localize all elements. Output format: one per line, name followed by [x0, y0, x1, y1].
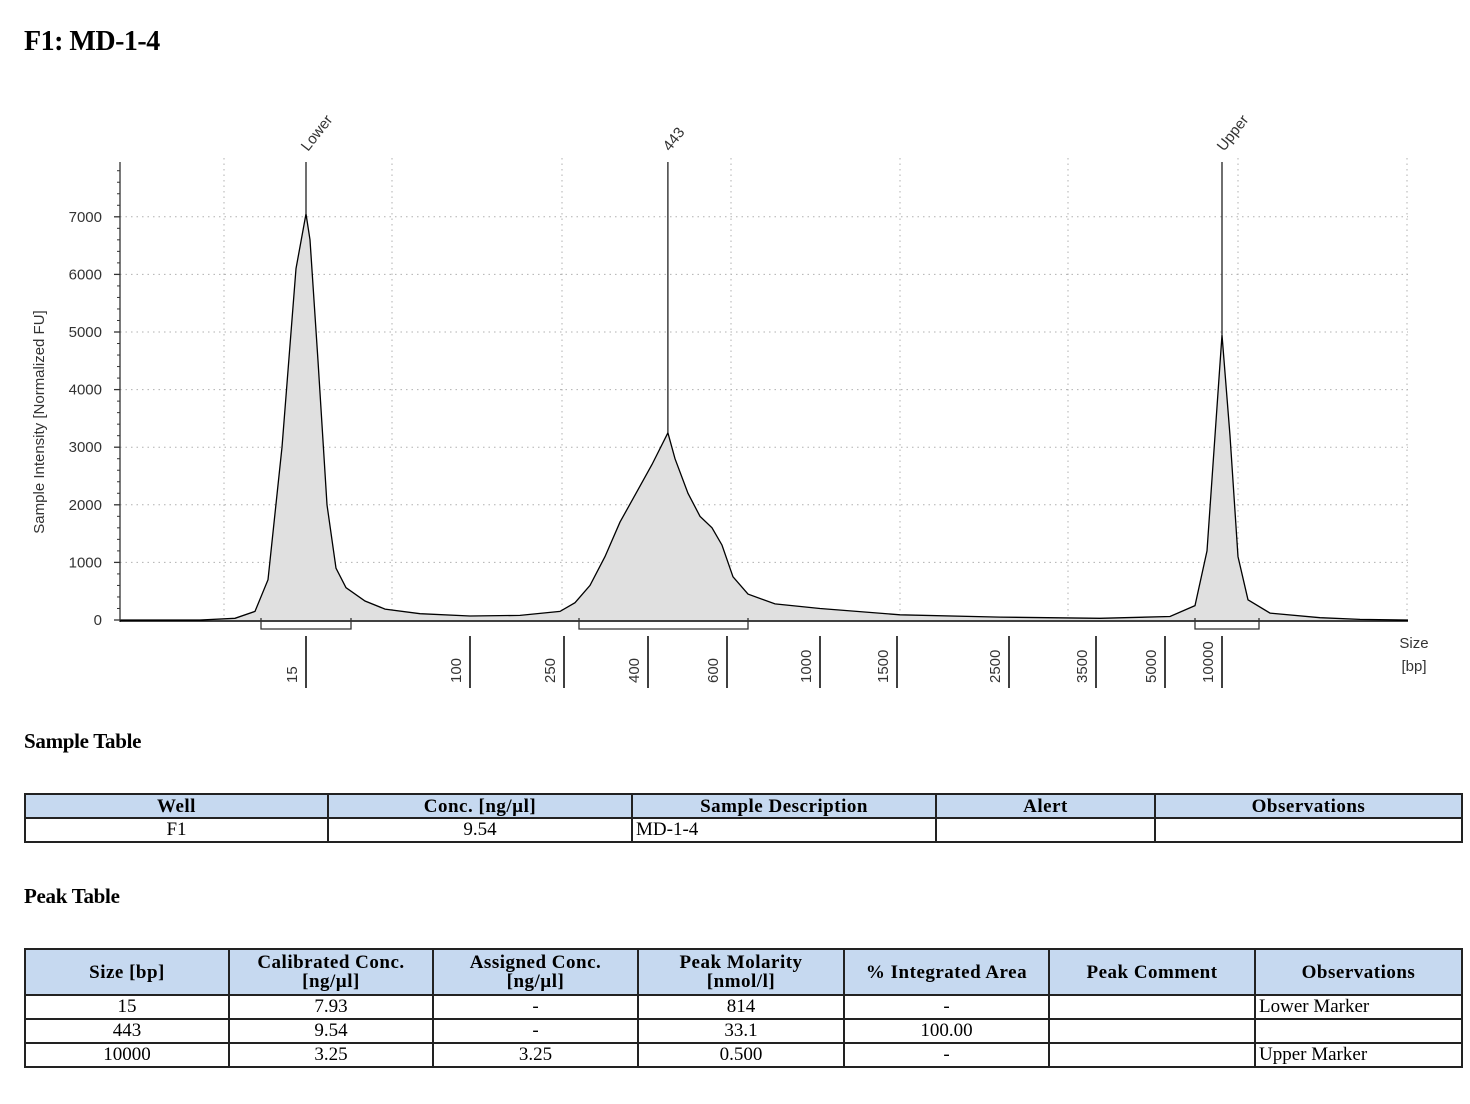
- y-tick-label: 1000: [69, 554, 102, 571]
- integration-bracket: [260, 618, 352, 630]
- x-tick-label: 100: [448, 658, 465, 683]
- cell-conc: 9.54: [327, 817, 633, 843]
- table-row: 10000 3.25 3.25 0.500 - Upper Marker: [24, 1042, 1463, 1068]
- cell-comment: [1048, 1042, 1256, 1068]
- cell-observations: [1154, 817, 1463, 843]
- page-title: F1: MD-1-4: [24, 26, 160, 57]
- header-conc: Conc. [ng/µl]: [327, 793, 633, 819]
- y-tick-label: 6000: [69, 266, 102, 283]
- header-alert: Alert: [935, 793, 1156, 819]
- header-peak-molarity: Peak Molarity [nmol/l]: [637, 948, 845, 996]
- header-description: Sample Description: [631, 793, 937, 819]
- cell-area: -: [843, 994, 1050, 1020]
- header-observations: Observations: [1154, 793, 1463, 819]
- peak-table-header: Size [bp] Calibrated Conc. [ng/µl] Assign…: [24, 948, 1463, 996]
- cell-calibrated: 7.93: [228, 994, 434, 1020]
- peak-label: Upper: [1214, 112, 1253, 155]
- peak-table: Size [bp] Calibrated Conc. [ng/µl] Assign…: [24, 948, 1463, 1068]
- header-well: Well: [24, 793, 329, 819]
- cell-comment: [1048, 1018, 1256, 1044]
- x-tick-label: 5000: [1143, 650, 1160, 683]
- x-tick-label: 2500: [987, 650, 1004, 683]
- sample-table: Well Conc. [ng/µl] Sample Description Al…: [24, 793, 1463, 843]
- x-tick-label: 15: [284, 666, 301, 683]
- cell-molarity: 33.1: [637, 1018, 845, 1044]
- y-tick-label: 5000: [69, 324, 102, 341]
- cell-area: -: [843, 1042, 1050, 1068]
- cell-well: F1: [24, 817, 329, 843]
- x-tick-label: 400: [626, 658, 643, 683]
- integration-bracket: [578, 618, 749, 630]
- cell-alert: [935, 817, 1156, 843]
- y-axis-label: Sample Intensity [Normalized FU]: [31, 310, 48, 533]
- x-tick-label: 3500: [1074, 650, 1091, 683]
- y-tick-label: 2000: [69, 497, 102, 514]
- sample-table-title: Sample Table: [24, 729, 142, 753]
- cell-calibrated: 3.25: [228, 1042, 434, 1068]
- header-observations: Observations: [1254, 948, 1463, 996]
- chart-grid: [120, 158, 1408, 620]
- cell-molarity: 814: [637, 994, 845, 1020]
- electropherogram-chart: Lower 443 Upper 0 1000 2000 3000 4000 5000 6000 7…: [31, 112, 1429, 688]
- header-calibrated-conc: Calibrated Conc. [ng/µl]: [228, 948, 434, 996]
- trace-line: [120, 213, 1409, 621]
- x-tick-label: 10000: [1200, 641, 1217, 683]
- table-row: F1 9.54 MD-1-4: [24, 817, 1463, 843]
- y-tick-label: 0: [94, 612, 102, 629]
- cell-observations: [1254, 1018, 1463, 1044]
- cell-observations: Lower Marker: [1254, 994, 1463, 1020]
- cell-calibrated: 9.54: [228, 1018, 434, 1044]
- header-size: Size [bp]: [24, 948, 230, 996]
- header-assigned-conc: Assigned Conc. [ng/µl]: [432, 948, 639, 996]
- cell-assigned: -: [432, 1018, 639, 1044]
- cell-molarity: 0.500: [637, 1042, 845, 1068]
- x-tick-label: 1500: [875, 650, 892, 683]
- x-axis-label: Size: [1399, 635, 1428, 652]
- peak-markers: Lower 443 Upper: [298, 112, 1253, 433]
- x-tick-label: 250: [542, 658, 559, 683]
- y-tick-label: 7000: [69, 209, 102, 226]
- cell-size: 15: [24, 994, 230, 1020]
- x-tick-label: 1000: [798, 650, 815, 683]
- cell-area: 100.00: [843, 1018, 1050, 1044]
- table-row: 15 7.93 - 814 - Lower Marker: [24, 994, 1463, 1020]
- sample-table-header: Well Conc. [ng/µl] Sample Description Al…: [24, 793, 1463, 819]
- x-tick-label: 600: [705, 658, 722, 683]
- cell-observations: Upper Marker: [1254, 1042, 1463, 1068]
- integration-bracket: [1194, 618, 1260, 630]
- cell-description: MD-1-4: [631, 817, 937, 843]
- y-tick-label: 3000: [69, 439, 102, 456]
- peak-table-title: Peak Table: [24, 884, 120, 908]
- cell-size: 10000: [24, 1042, 230, 1068]
- header-peak-comment: Peak Comment: [1048, 948, 1256, 996]
- chart-axes: 0 1000 2000 3000 4000 5000 6000 7000 15 100 250 400…: [69, 162, 1408, 688]
- peak-label: 443: [660, 124, 689, 154]
- header-integrated-area: % Integrated Area: [843, 948, 1050, 996]
- y-tick-label: 4000: [69, 382, 102, 399]
- cell-size: 443: [24, 1018, 230, 1044]
- cell-assigned: -: [432, 994, 639, 1020]
- peak-label: Lower: [298, 112, 337, 155]
- table-row: 443 9.54 - 33.1 100.00: [24, 1018, 1463, 1044]
- cell-comment: [1048, 994, 1256, 1020]
- cell-assigned: 3.25: [432, 1042, 639, 1068]
- x-axis-unit: [bp]: [1401, 658, 1426, 675]
